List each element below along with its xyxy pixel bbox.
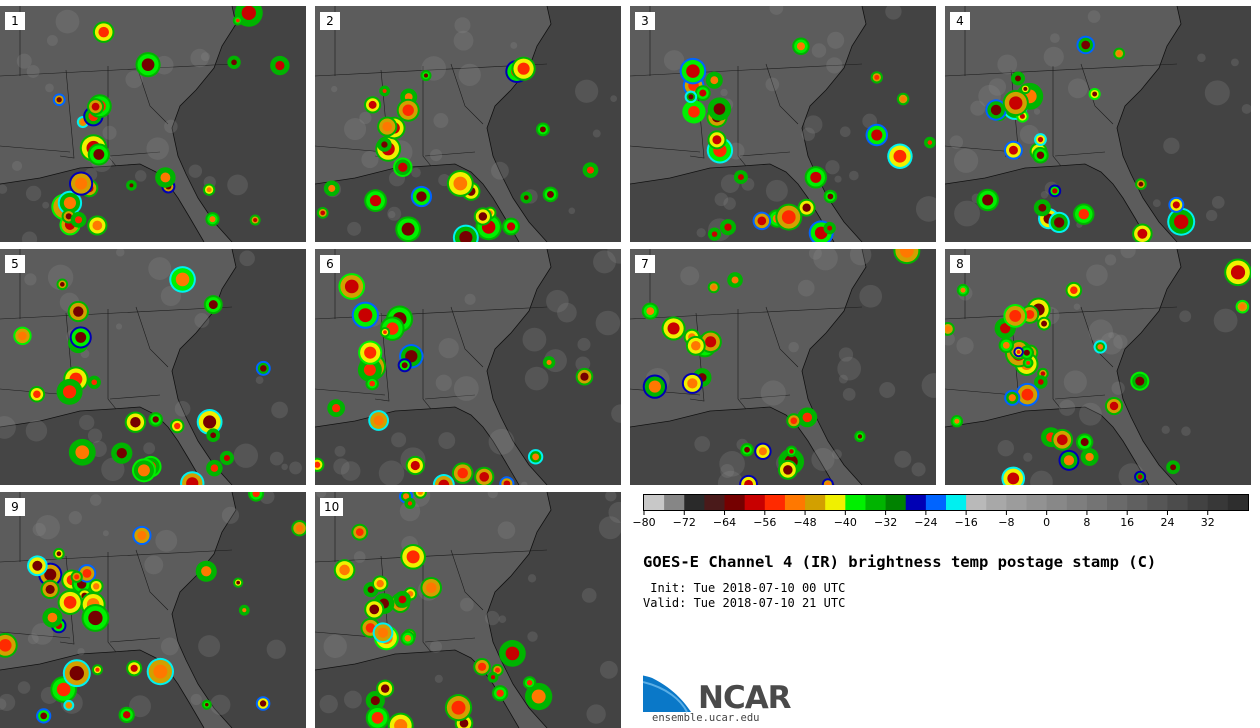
stamp-panel: 4 xyxy=(945,6,1251,242)
ir-map xyxy=(945,6,1251,242)
stamp-panel: 6 xyxy=(315,249,621,485)
colorbar-segment xyxy=(1187,495,1209,510)
colorbar-segment xyxy=(825,495,846,510)
colorbar-segment xyxy=(764,495,786,510)
colorbar-segment xyxy=(946,495,967,510)
colorbar-segment xyxy=(1107,495,1128,510)
colorbar-tick-label: 24 xyxy=(1160,516,1175,529)
colorbar-segment xyxy=(905,495,927,510)
ir-map xyxy=(630,249,936,485)
colorbar-segment xyxy=(845,495,866,510)
init-time: Init: Tue 2018-07-10 00 UTC xyxy=(643,581,846,595)
colorbar-segment xyxy=(744,495,766,510)
ir-map xyxy=(0,6,306,242)
colorbar-tick-label: −16 xyxy=(954,516,978,529)
stamp-panel: 10 xyxy=(315,492,621,728)
panel-label: 7 xyxy=(635,255,655,273)
ir-map xyxy=(315,6,621,242)
colorbar xyxy=(643,494,1249,515)
colorbar-segment xyxy=(724,495,746,510)
colorbar-tick-label: 32 xyxy=(1200,516,1215,529)
colorbar-segment xyxy=(644,495,665,510)
colorbar-segment xyxy=(784,495,806,510)
colorbar-tick-label: −80 xyxy=(632,516,656,529)
colorbar-segment xyxy=(1207,495,1229,510)
colorbar-segment xyxy=(1006,495,1028,510)
panel-label: 9 xyxy=(5,498,25,516)
colorbar-segment xyxy=(1066,495,1088,510)
colorbar-segment xyxy=(684,495,705,510)
ir-map xyxy=(315,249,621,485)
colorbar-segment xyxy=(1086,495,1108,510)
panel-label: 10 xyxy=(320,498,344,516)
panel-label: 6 xyxy=(320,255,340,273)
colorbar-tick-label: −56 xyxy=(753,516,777,529)
colorbar-tick-label: 0 xyxy=(1043,516,1051,529)
figure-title: GOES-E Channel 4 (IR) brightness temp po… xyxy=(643,553,1157,571)
ir-map xyxy=(0,249,306,485)
stamp-panel: 3 xyxy=(630,6,936,242)
stamp-panel: 1 xyxy=(0,6,306,242)
valid-time: Valid: Tue 2018-07-10 21 UTC xyxy=(643,596,846,610)
logo-wordmark: NCAR xyxy=(698,680,792,716)
colorbar-segment xyxy=(1227,495,1249,510)
panel-label: 8 xyxy=(950,255,970,273)
colorbar-segment xyxy=(865,495,887,510)
colorbar-tick-label: −32 xyxy=(873,516,898,529)
stamp-panel: 5 xyxy=(0,249,306,485)
panel-label: 4 xyxy=(950,12,970,30)
colorbar-segment xyxy=(1127,495,1148,510)
ir-map xyxy=(945,249,1251,485)
ir-map xyxy=(630,6,936,242)
panel-label: 2 xyxy=(320,12,340,30)
colorbar-segment xyxy=(1147,495,1168,510)
panel-label: 3 xyxy=(635,12,655,30)
panel-label: 5 xyxy=(5,255,25,273)
colorbar-segment xyxy=(885,495,907,510)
colorbar-tick-label: −64 xyxy=(712,516,737,529)
stamp-panel: 8 xyxy=(945,249,1251,485)
colorbar-segment xyxy=(805,495,826,510)
stamp-panel: 9 xyxy=(0,492,306,728)
colorbar-segment xyxy=(704,495,726,510)
colorbar-segment xyxy=(1026,495,1048,510)
colorbar-tick-label: −72 xyxy=(672,516,696,529)
colorbar-tick-label: −24 xyxy=(914,516,938,529)
colorbar-segment xyxy=(1167,495,1189,510)
colorbar-segment xyxy=(664,495,685,510)
colorbar-segment xyxy=(966,495,987,510)
colorbar-tick-label: −8 xyxy=(998,516,1015,529)
colorbar-segment xyxy=(986,495,1007,510)
colorbar-tick-label: 8 xyxy=(1083,516,1091,529)
ir-map xyxy=(315,492,621,728)
colorbar-tick-label: 16 xyxy=(1120,516,1135,529)
stamp-panel: 7 xyxy=(630,249,936,485)
stamp-panel: 2 xyxy=(315,6,621,242)
ncar-logo-icon xyxy=(643,672,697,713)
logo-url: ensemble.ucar.edu xyxy=(652,712,760,724)
colorbar-tick-label: −48 xyxy=(793,516,817,529)
colorbar-segment xyxy=(1046,495,1068,510)
colorbar-tick-label: −40 xyxy=(833,516,857,529)
ir-map xyxy=(0,492,306,728)
colorbar-border xyxy=(643,494,1249,511)
panel-label: 1 xyxy=(5,12,25,30)
colorbar-segment xyxy=(925,495,947,510)
